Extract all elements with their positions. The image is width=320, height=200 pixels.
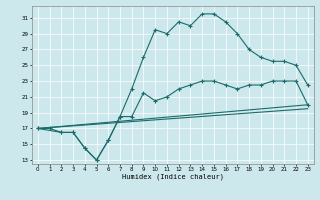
- X-axis label: Humidex (Indice chaleur): Humidex (Indice chaleur): [122, 174, 224, 180]
